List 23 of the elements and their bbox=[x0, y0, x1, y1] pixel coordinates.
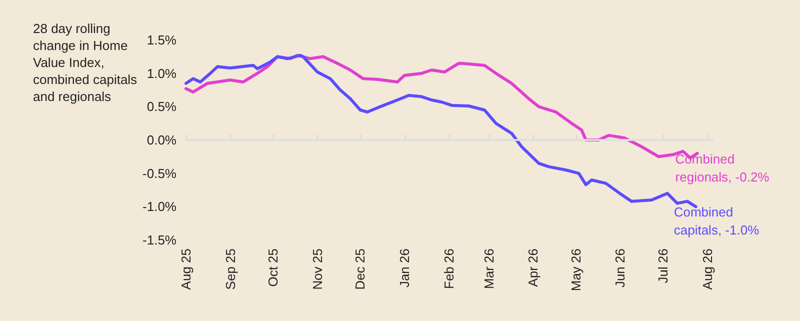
series-label: Combined regionals, -0.2% bbox=[675, 151, 770, 184]
x-tick-label: Apr 26 bbox=[526, 248, 541, 287]
x-tick-label: Aug 26 bbox=[700, 248, 715, 290]
x-tick-label: Mar 26 bbox=[481, 248, 496, 289]
x-tick-label: May 26 bbox=[568, 248, 584, 292]
x-tick-label: Dec 25 bbox=[352, 248, 368, 290]
x-tick-label: Jul 26 bbox=[656, 248, 671, 284]
y-tick-label: 1.0% bbox=[146, 66, 177, 81]
y-axis-title: 28 day rolling change in Home Value Index, combined capitals and regionals bbox=[33, 21, 138, 104]
x-tick-label: Sep 25 bbox=[222, 248, 238, 290]
x-tick-label: Feb 26 bbox=[441, 248, 456, 289]
y-tick-label: 1.5% bbox=[146, 32, 177, 48]
x-tick-label: Jan 26 bbox=[397, 248, 412, 288]
y-tick-label: -1.0% bbox=[142, 199, 177, 214]
x-tick-label: Nov 25 bbox=[310, 248, 325, 290]
y-tick-label: 0.5% bbox=[146, 99, 177, 114]
y-tick-label: -0.5% bbox=[142, 166, 177, 181]
x-tick-label: Jun 26 bbox=[612, 248, 628, 288]
y-tick-label: 0.0% bbox=[146, 132, 177, 148]
y-tick-label: -1.5% bbox=[142, 232, 177, 248]
x-tick-label: Aug 25 bbox=[178, 248, 194, 290]
series-label: Combined capitals, -1.0% bbox=[674, 204, 760, 238]
x-tick-label: Oct 25 bbox=[266, 248, 281, 287]
